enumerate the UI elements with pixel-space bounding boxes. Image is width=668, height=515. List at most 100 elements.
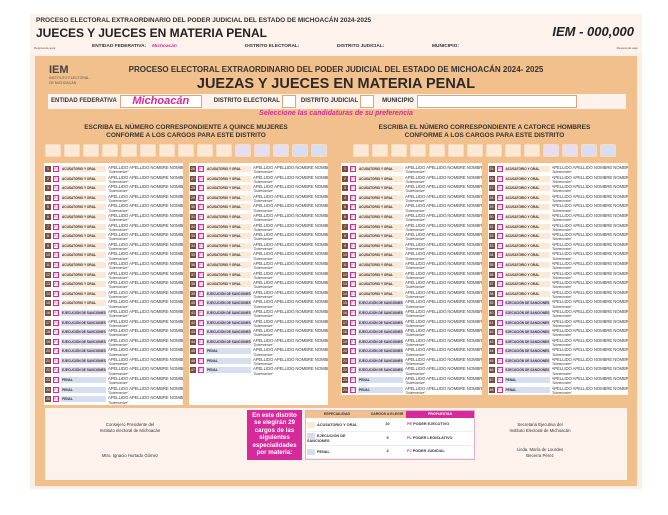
proposal-tag: PJ [198, 175, 204, 182]
candidate-row: 34 PJ ACUSATORIO Y ORAL APELLIDO APELLIDO N… [189, 242, 328, 252]
candidate-nickname: "Sobrenombre" [405, 371, 426, 376]
candidate-fullname: APELLIDO APELLIDO NOMBRE NOMBRE [253, 270, 328, 276]
distrito-electoral-field[interactable] [281, 95, 296, 108]
stub-process: PROCESO ELECTORAL EXTRAORDINARIO DEL POD… [36, 17, 372, 24]
specialty-label: ACUSATORIO Y ORAL [206, 213, 251, 220]
write-in-box[interactable] [235, 144, 251, 157]
specialty-label: ACUSATORIO Y ORAL [61, 233, 106, 240]
proposal-tag: PJ [198, 367, 204, 374]
candidate-number: 20 [45, 348, 51, 355]
specialty-label: ACUSATORIO Y ORAL [358, 185, 403, 192]
candidate-row: 35 PJ ACUSATORIO Y ORAL APELLIDO APELLIDO N… [488, 261, 628, 271]
candidate-nickname: "Sobrenombre" [551, 266, 572, 271]
legend-count: 20 [368, 418, 406, 432]
candidate-name: APELLIDO APELLIDO NOMBRE NOMBRE "Sobrenom… [108, 280, 183, 290]
candidate-row: 28 PJ ACUSATORIO Y ORAL APELLIDO APELLIDO N… [189, 184, 328, 194]
proposal-tag: PJ [53, 290, 59, 297]
candidate-fullname: APELLIDO APELLIDO NOMBRE NOMBRE [405, 212, 482, 218]
proposal-tag: PJ [350, 367, 356, 374]
specialty-label: PENAL [61, 396, 106, 403]
write-in-box[interactable] [178, 144, 194, 157]
entidad-field[interactable]: Michoacán [119, 95, 202, 108]
write-in-box[interactable] [140, 144, 156, 157]
proposal-tag: PJ [350, 290, 356, 297]
write-in-box[interactable] [64, 144, 80, 157]
candidate-name: APELLIDO APELLIDO NOMBRE NOMBRE "Sobrenom… [552, 213, 629, 223]
candidate-number: 5 [342, 204, 348, 211]
candidate-number: 38 [190, 281, 196, 288]
write-in-box[interactable] [448, 144, 464, 157]
candidate-fullname: APELLIDO APELLIDO NOMBRE NOMBRE [551, 280, 629, 286]
specialty-label: ACUSATORIO Y ORAL [504, 261, 550, 268]
write-in-box[interactable] [121, 144, 137, 157]
candidate-number: 28 [190, 185, 196, 192]
stub-entidad-label: ENTIDAD FEDERATIVA: [92, 44, 147, 49]
candidate-column: 1 PJ ACUSATORIO Y ORAL APELLIDO APELLIDO NO… [44, 163, 183, 405]
candidate-number: 40 [190, 300, 196, 307]
proposal-tag: PJ [53, 329, 59, 336]
legend-count: 5 [368, 431, 406, 446]
proposal-tag: PJ [496, 348, 503, 355]
legend-specialty: ACUSATORIO Y ORAL [306, 418, 368, 432]
candidate-row: 26 PJ ACUSATORIO Y ORAL APELLIDO APELLIDO N… [488, 175, 628, 185]
write-in-box[interactable] [292, 144, 308, 157]
write-in-box[interactable] [311, 144, 327, 157]
write-in-box[interactable] [467, 144, 483, 157]
write-in-box[interactable] [197, 144, 213, 157]
write-in-box[interactable] [486, 144, 502, 157]
municipio-field[interactable] [416, 95, 577, 108]
stub-header: PROCESO ELECTORAL EXTRAORDINARIO DEL POD… [30, 14, 642, 54]
candidate-number: 32 [488, 233, 495, 240]
write-in-box[interactable] [505, 144, 521, 157]
candidate-row: 37 PJ ACUSATORIO Y ORAL APELLIDO APELLIDO N… [488, 280, 629, 290]
candidate-nickname: "Sobrenombre" [108, 314, 129, 319]
candidate-row: 20 PJ EJECUCIÓN DE SANCIONES APELLIDO APELL… [341, 347, 482, 357]
write-in-box[interactable] [429, 144, 445, 157]
write-in-box[interactable] [372, 144, 388, 157]
specialty-label: ACUSATORIO Y ORAL [504, 213, 550, 220]
write-in-box[interactable] [524, 144, 540, 157]
proposal-tag: PJ [53, 357, 59, 364]
candidate-fullname: APELLIDO APELLIDO NOMBRE NOMBRE [108, 289, 183, 295]
candidate-nickname: "Sobrenombre" [253, 314, 274, 319]
write-in-box[interactable] [600, 144, 616, 157]
write-in-box[interactable] [45, 144, 61, 157]
proposal-tag: PJ [496, 309, 503, 316]
candidate-fullname: APELLIDO APELLIDO NOMBRE NOMBRE [253, 232, 328, 238]
candidate-fullname: APELLIDO APELLIDO NOMBRE NOMBRE [551, 270, 629, 276]
candidate-name: APELLIDO APELLIDO NOMBRE NOMBRE "Sobrenom… [253, 232, 328, 242]
candidate-row: 25 PJ PENAL APELLIDO APELLIDO NOMBRE NOMBRE… [44, 395, 183, 405]
write-in-box[interactable] [216, 144, 232, 157]
write-in-box[interactable] [410, 144, 426, 157]
candidate-number: 10 [45, 252, 51, 259]
ballot-title: JUEZAS Y JUECES EN MATERIA PENAL [196, 76, 476, 92]
write-in-box[interactable] [254, 144, 270, 157]
write-in-box[interactable] [273, 144, 289, 157]
candidate-number: 36 [190, 261, 196, 268]
write-in-box[interactable] [102, 144, 118, 157]
candidate-nickname: "Sobrenombre" [108, 199, 129, 204]
candidate-name: APELLIDO APELLIDO NOMBRE NOMBRE "Sobrenom… [405, 242, 482, 252]
candidate-name: APELLIDO APELLIDO NOMBRE NOMBRE "Sobrenom… [552, 347, 629, 357]
write-in-box[interactable] [353, 144, 369, 157]
write-in-box[interactable] [83, 144, 99, 157]
candidate-number: 22 [342, 367, 348, 374]
specialty-label: ACUSATORIO Y ORAL [61, 185, 106, 192]
proposal-tag: PJ [496, 261, 503, 268]
proposal-tag: PL [407, 435, 413, 440]
write-in-box[interactable] [159, 144, 175, 157]
write-in-box[interactable] [391, 144, 407, 157]
write-in-box[interactable] [581, 144, 597, 157]
candidate-fullname: APELLIDO APELLIDO NOMBRE NOMBRE [253, 193, 328, 199]
specialty-label: ACUSATORIO Y ORAL [358, 261, 403, 268]
write-in-box[interactable] [562, 144, 578, 157]
candidate-nickname: "Sobrenombre" [405, 362, 426, 367]
distrito-judicial-field[interactable] [360, 95, 375, 108]
specialty-label: EJECUCIÓN DE SANCIONES [504, 319, 550, 326]
proposal-tag: PJ [350, 348, 356, 355]
proposal-tag: PJ [53, 300, 59, 307]
candidate-number: 24 [342, 386, 348, 393]
write-in-box[interactable] [543, 144, 559, 157]
candidate-nickname: "Sobrenombre" [551, 256, 572, 261]
candidate-row: 42 PJ EJECUCIÓN DE SANCIONES APELLIDO APELL… [488, 328, 628, 338]
